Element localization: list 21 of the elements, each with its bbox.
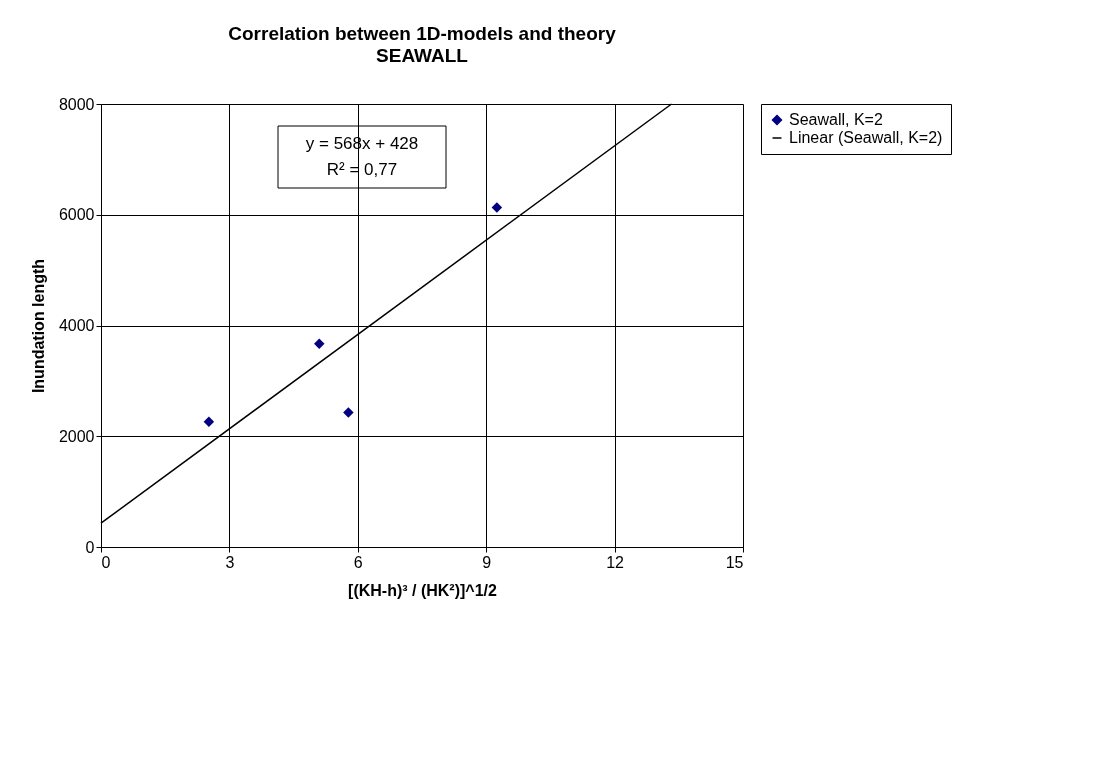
y-tick-label: 8000: [58, 95, 95, 113]
point: [203, 416, 215, 428]
x-tick-label: 3: [225, 553, 235, 571]
legend-label: Seawall, K=2: [789, 111, 883, 128]
legend-label: Linear (Seawall, K=2): [789, 129, 943, 146]
x-tick-label: 12: [606, 553, 625, 571]
chart-title: Correlation between 1D-models and theory: [228, 23, 617, 44]
x-tick-label: 6: [353, 553, 363, 571]
point: [314, 338, 325, 350]
y-tick-label: 4000: [58, 317, 95, 334]
y-tick-label: 0: [85, 538, 95, 556]
y-tick-label: 6000: [58, 206, 95, 224]
x-axis-title: [(KH-h)³ / (HK²)]^1/2: [348, 581, 498, 599]
point: [343, 407, 354, 418]
point: [491, 202, 503, 213]
x-tick-label: 9: [482, 553, 492, 571]
y-axis-title: Inundation length: [29, 258, 47, 394]
chart-subtitle: SEAWALL: [376, 45, 469, 66]
y-tick-label: 2000: [58, 427, 95, 445]
x-tick-label: 15: [725, 553, 744, 571]
x-tick-label: 0: [101, 553, 111, 571]
